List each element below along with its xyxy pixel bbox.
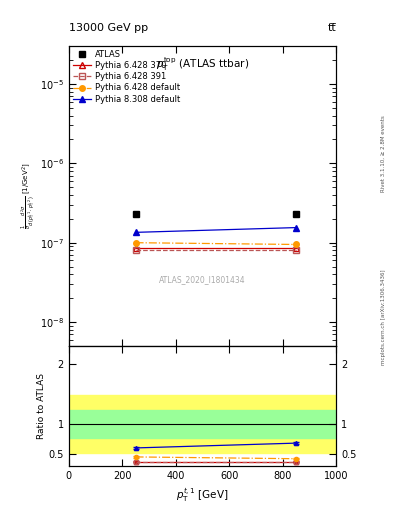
X-axis label: $p_{\mathrm{T}}^{t,1}$ [GeV]: $p_{\mathrm{T}}^{t,1}$ [GeV]	[176, 486, 229, 503]
Legend: ATLAS, Pythia 6.428 370, Pythia 6.428 391, Pythia 6.428 default, Pythia 8.308 de: ATLAS, Pythia 6.428 370, Pythia 6.428 39…	[71, 49, 182, 105]
Bar	[69, 395, 336, 453]
Text: mcplots.cern.ch [arXiv:1306.3436]: mcplots.cern.ch [arXiv:1306.3436]	[381, 270, 386, 365]
Text: $p_{\mathrm{T}}^{\mathrm{top}}$ (ATLAS ttbar): $p_{\mathrm{T}}^{\mathrm{top}}$ (ATLAS t…	[156, 55, 249, 73]
Text: ATLAS_2020_I1801434: ATLAS_2020_I1801434	[159, 275, 246, 285]
Text: 13000 GeV pp: 13000 GeV pp	[69, 23, 148, 33]
Y-axis label: Ratio to ATLAS: Ratio to ATLAS	[37, 373, 46, 439]
Text: Rivet 3.1.10, ≥ 2.8M events: Rivet 3.1.10, ≥ 2.8M events	[381, 115, 386, 192]
Bar	[69, 410, 336, 438]
Y-axis label: $\frac{1}{\sigma}\frac{d^2\sigma}{d(p_{\mathrm{T}}^{t,1}\cdot p_{\mathrm{T}}^{t,: $\frac{1}{\sigma}\frac{d^2\sigma}{d(p_{\…	[20, 163, 39, 229]
Text: tt̅: tt̅	[327, 23, 336, 33]
